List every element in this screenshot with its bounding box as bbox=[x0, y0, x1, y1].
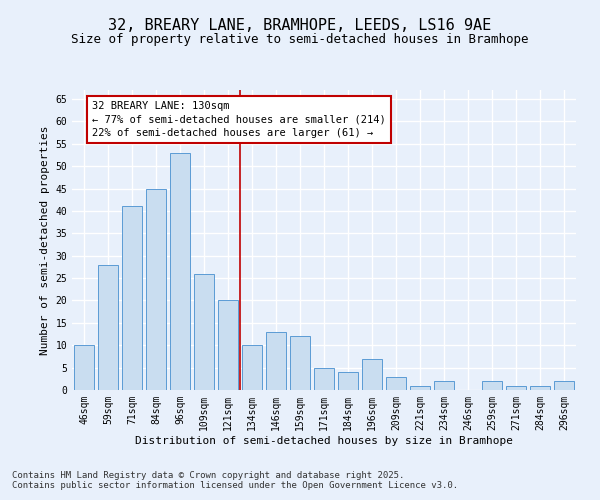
Bar bbox=[170, 152, 190, 390]
Bar bbox=[242, 345, 262, 390]
Bar bbox=[146, 188, 166, 390]
Bar bbox=[506, 386, 526, 390]
Bar bbox=[122, 206, 142, 390]
Y-axis label: Number of semi-detached properties: Number of semi-detached properties bbox=[40, 125, 50, 355]
Bar bbox=[434, 381, 454, 390]
Bar bbox=[98, 264, 118, 390]
Bar bbox=[266, 332, 286, 390]
Text: Size of property relative to semi-detached houses in Bramhope: Size of property relative to semi-detach… bbox=[71, 32, 529, 46]
Bar bbox=[218, 300, 238, 390]
Text: 32, BREARY LANE, BRAMHOPE, LEEDS, LS16 9AE: 32, BREARY LANE, BRAMHOPE, LEEDS, LS16 9… bbox=[109, 18, 491, 32]
Bar bbox=[290, 336, 310, 390]
Bar bbox=[314, 368, 334, 390]
Bar bbox=[386, 376, 406, 390]
Bar bbox=[530, 386, 550, 390]
Text: Contains HM Land Registry data © Crown copyright and database right 2025.
Contai: Contains HM Land Registry data © Crown c… bbox=[12, 470, 458, 490]
X-axis label: Distribution of semi-detached houses by size in Bramhope: Distribution of semi-detached houses by … bbox=[135, 436, 513, 446]
Bar bbox=[410, 386, 430, 390]
Bar bbox=[194, 274, 214, 390]
Bar bbox=[362, 358, 382, 390]
Bar bbox=[338, 372, 358, 390]
Bar bbox=[482, 381, 502, 390]
Bar bbox=[554, 381, 574, 390]
Bar bbox=[74, 345, 94, 390]
Text: 32 BREARY LANE: 130sqm
← 77% of semi-detached houses are smaller (214)
22% of se: 32 BREARY LANE: 130sqm ← 77% of semi-det… bbox=[92, 101, 386, 138]
